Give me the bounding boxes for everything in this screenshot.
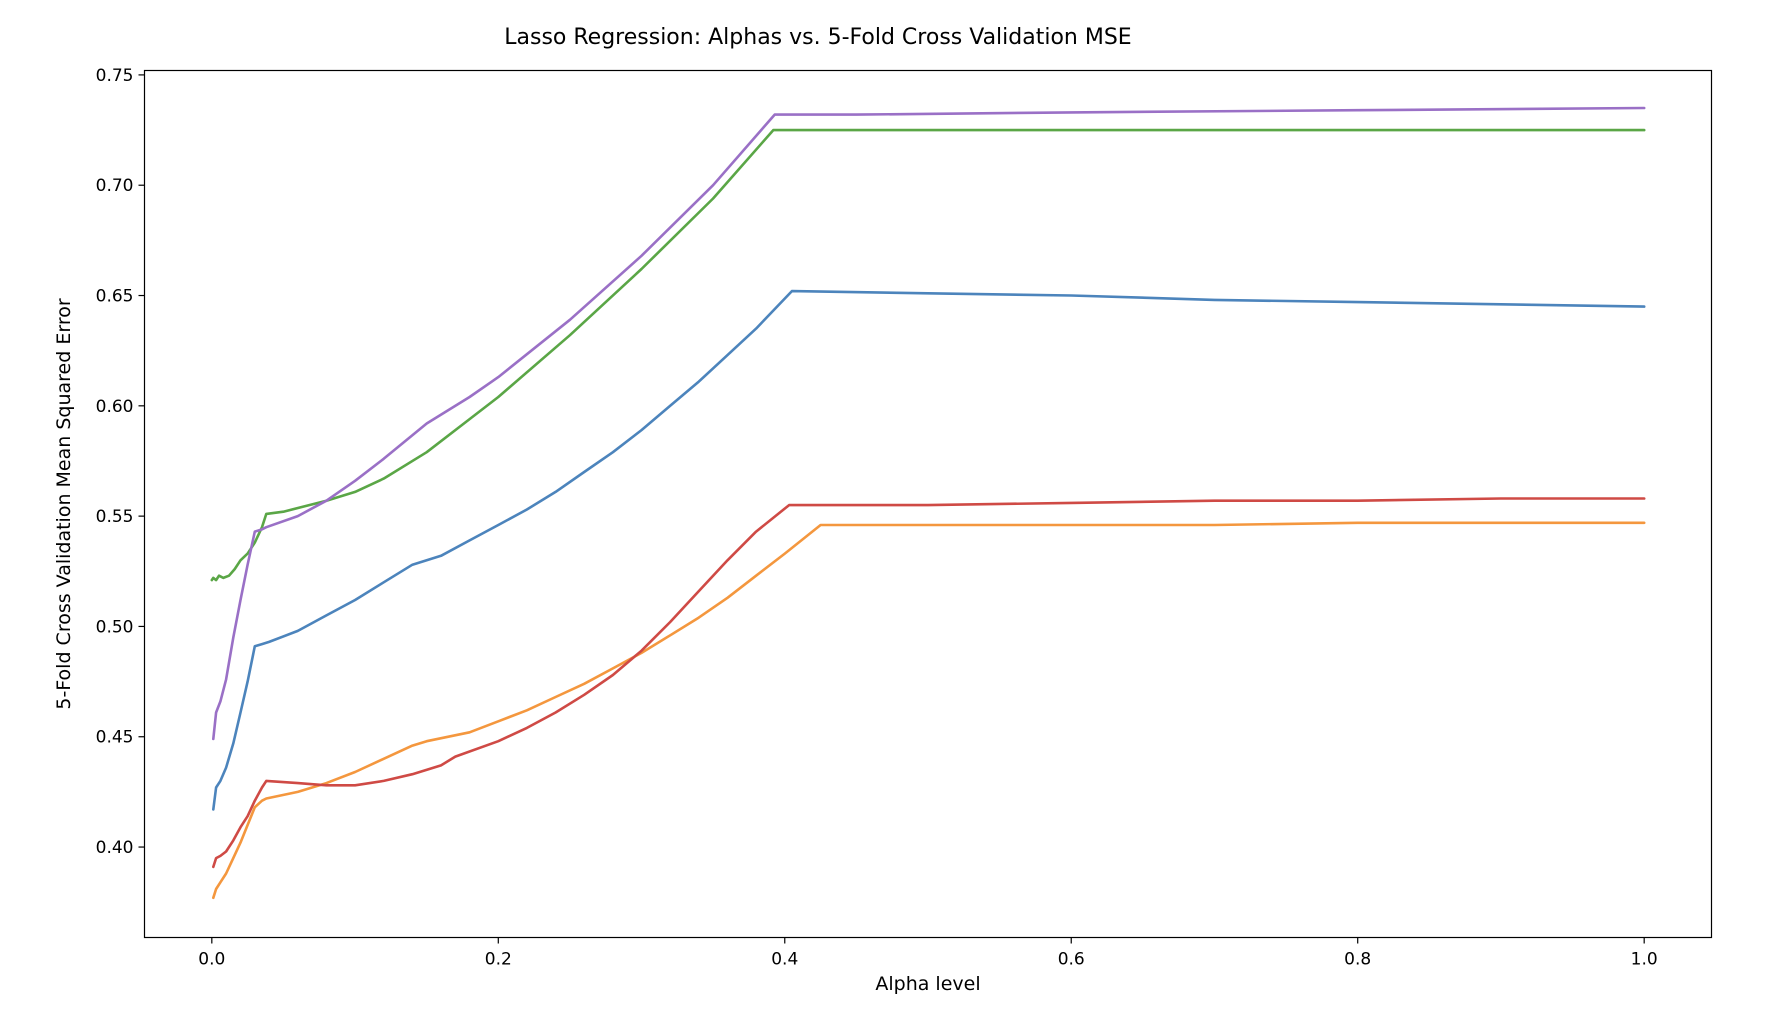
y-tick-label: 0.45 [96, 728, 134, 748]
series-line-1 [212, 289, 1646, 811]
x-tick-label: 0.4 [771, 950, 798, 970]
series-line-5 [212, 106, 1646, 741]
series-line-2 [212, 521, 1646, 900]
y-axis: 0.40 0.45 0.50 0.55 0.60 0.65 0.70 0.75 [96, 66, 145, 858]
y-tick-label: 0.65 [96, 287, 134, 307]
y-tick-label: 0.40 [96, 838, 134, 858]
y-tick-label: 0.50 [96, 617, 134, 637]
series-layer [210, 106, 1646, 900]
y-tick-label: 0.75 [96, 66, 134, 86]
y-axis-title: 5-Fold Cross Validation Mean Squared Err… [53, 298, 75, 709]
plot-frame [143, 69, 1713, 939]
x-tick-label: 1.0 [1631, 950, 1658, 970]
series-line-4 [212, 497, 1646, 869]
x-axis-title: Alpha level [875, 973, 980, 995]
x-tick-label: 0.0 [198, 950, 225, 970]
x-tick-label: 0.8 [1344, 950, 1371, 970]
y-tick-label: 0.60 [96, 397, 134, 417]
y-tick-label: 0.70 [96, 176, 134, 196]
x-tick-label: 0.2 [485, 950, 512, 970]
x-axis: 0.0 0.2 0.4 0.6 0.8 1.0 [198, 937, 1658, 970]
chart-title: Lasso Regression: Alphas vs. 5-Fold Cros… [504, 25, 1131, 50]
x-tick-label: 0.6 [1058, 950, 1085, 970]
series-line-3 [210, 128, 1646, 582]
y-tick-label: 0.55 [96, 507, 134, 527]
